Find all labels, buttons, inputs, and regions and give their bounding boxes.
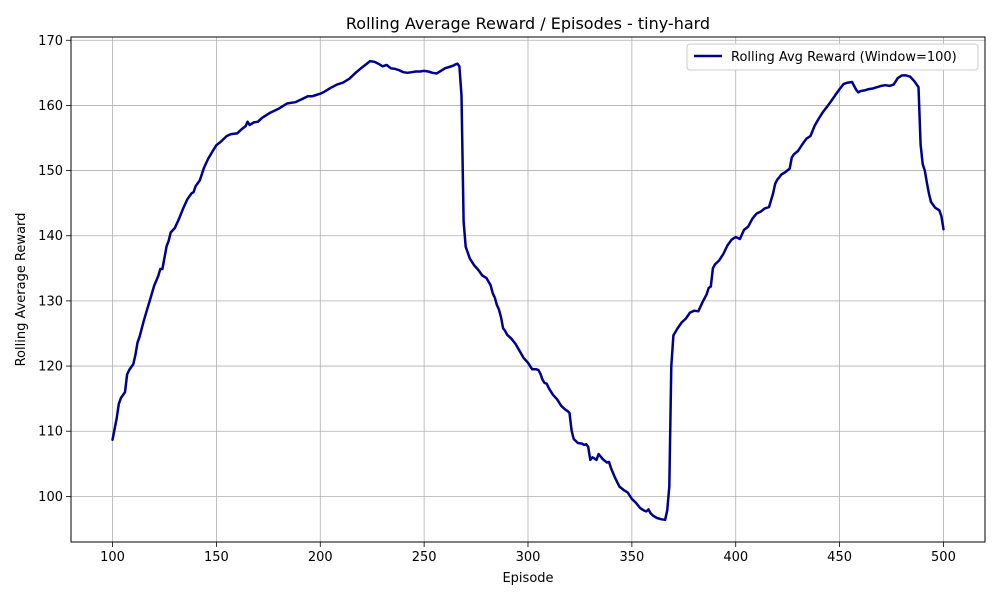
y-tick-label: 150 <box>38 164 63 179</box>
x-tick-label: 150 <box>204 550 229 565</box>
series-layer <box>111 59 945 522</box>
x-tick-label: 450 <box>827 550 852 565</box>
y-tick-label: 140 <box>38 229 63 244</box>
series-line <box>111 59 945 522</box>
y-axis: 100 110 120 130 140 150 160 170 <box>38 34 71 505</box>
y-tick-label: 100 <box>38 490 63 505</box>
y-tick-label: 160 <box>38 99 63 114</box>
x-tick-label: 400 <box>723 550 748 565</box>
y-tick-label: 130 <box>38 294 63 309</box>
chart-title: Rolling Average Reward / Episodes - tiny… <box>346 14 710 33</box>
legend: Rolling Avg Reward (Window=100) <box>686 43 979 71</box>
x-tick-label: 350 <box>619 550 644 565</box>
legend-box <box>686 43 979 71</box>
grid-lines <box>71 37 985 542</box>
x-tick-label: 100 <box>100 550 125 565</box>
y-tick-label: 120 <box>38 360 63 375</box>
x-tick-label: 300 <box>516 550 541 565</box>
x-tick-label: 200 <box>308 550 333 565</box>
y-tick-label: 110 <box>38 425 63 440</box>
x-axis-title: Episode <box>502 571 553 586</box>
legend-label: Rolling Avg Reward (Window=100) <box>731 50 957 65</box>
x-tick-label: 250 <box>412 550 437 565</box>
y-axis-title: Rolling Average Reward <box>14 213 29 367</box>
y-tick-label: 170 <box>38 34 63 49</box>
x-tick-label: 500 <box>931 550 956 565</box>
x-axis: 100 150 200 250 300 350 400 450 500 <box>100 542 956 565</box>
